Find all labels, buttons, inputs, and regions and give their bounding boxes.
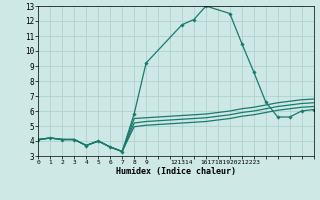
X-axis label: Humidex (Indice chaleur): Humidex (Indice chaleur) xyxy=(116,167,236,176)
